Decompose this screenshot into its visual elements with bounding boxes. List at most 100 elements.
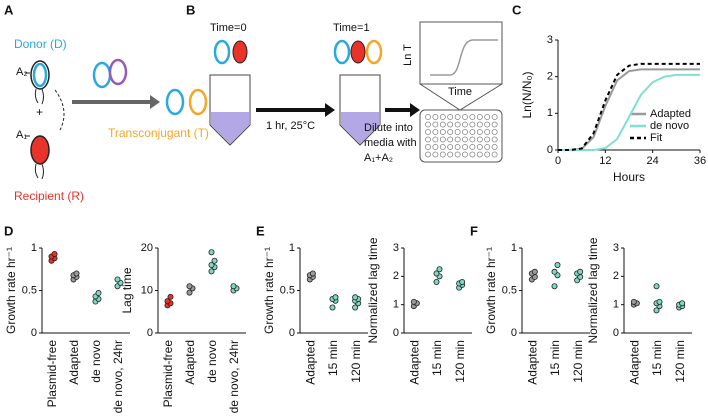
cell <box>232 40 248 64</box>
y-tick-label: 0 <box>547 144 553 156</box>
well <box>432 151 439 158</box>
x-tick-label: 0 <box>555 155 561 167</box>
y-label: Ln T <box>402 44 414 66</box>
data-point <box>352 304 359 311</box>
well <box>491 144 498 150</box>
data-point <box>551 268 558 275</box>
y-tick-label: 1 <box>31 242 37 254</box>
y-tick-label: 0 <box>289 327 295 339</box>
y-tick-label: 2 <box>547 71 553 83</box>
x-label: Time <box>448 86 472 98</box>
data-point <box>352 294 359 301</box>
data-point <box>186 289 193 296</box>
y-tick-label: 0 <box>511 327 517 339</box>
x-tick-label: Adapted <box>408 340 422 385</box>
x-tick-label: 15 min <box>326 340 340 376</box>
well <box>432 144 439 150</box>
x-tick-label: de novo <box>89 340 103 383</box>
cell <box>165 88 185 116</box>
well <box>476 121 483 128</box>
y-axis-label: Growth rate hr⁻¹ <box>262 247 276 334</box>
x-tick-label: Adapted <box>183 340 197 385</box>
data-point <box>230 283 237 290</box>
data-point <box>309 270 316 277</box>
y-tick-label: 2 <box>613 270 619 282</box>
well <box>462 129 468 135</box>
y-tick-label: 1 <box>613 299 619 311</box>
x-tick-label: 120 min <box>349 340 363 383</box>
well <box>484 121 491 128</box>
recipient-label: Recipient (R) <box>14 189 84 203</box>
y-tick-label: 0 <box>147 327 153 339</box>
cell <box>188 88 208 116</box>
well <box>484 151 491 158</box>
well <box>425 129 431 135</box>
cell <box>365 39 383 65</box>
panel-label: D <box>4 223 13 238</box>
x-tick-label: 15 min <box>548 340 562 376</box>
x-tick-label: 120 min <box>571 340 585 383</box>
well <box>425 136 431 143</box>
data-point <box>653 283 660 290</box>
tube-liquid <box>211 112 249 144</box>
y-tick-label: 3 <box>547 34 553 46</box>
well <box>462 114 468 120</box>
well <box>476 144 483 150</box>
well <box>432 129 439 135</box>
diagram-b: Time=0 1 hr, 25°C Time=1 Dilute into med… <box>209 21 503 164</box>
arrow <box>72 95 160 109</box>
dilute-text: media with <box>364 137 417 149</box>
well <box>476 136 483 143</box>
y-tick-label: 1 <box>511 242 517 254</box>
legend-label: Fit <box>650 132 662 144</box>
x-tick-label: 120 min <box>453 340 467 383</box>
dilute-text: Dilute into <box>364 122 413 134</box>
panel-label: A <box>4 2 14 17</box>
time1-label: Time=1 <box>333 22 370 34</box>
data-point <box>208 268 215 275</box>
y-tick-label: 0 <box>393 327 399 339</box>
legend-label: de novo <box>650 120 689 132</box>
data-point <box>577 268 584 275</box>
well <box>469 151 476 158</box>
well <box>447 129 454 135</box>
y-tick-label: 0 <box>613 327 619 339</box>
well <box>462 121 468 128</box>
series-line <box>558 62 700 151</box>
a2-label: A₂ <box>16 66 28 78</box>
plus: + <box>36 105 43 119</box>
well <box>454 151 461 158</box>
data-point <box>630 298 637 305</box>
well <box>491 136 498 143</box>
y-tick-label: 1 <box>289 242 295 254</box>
donor-label: Donor (D) <box>14 37 67 51</box>
dilute-text: A₁+A₂ <box>364 152 393 164</box>
well <box>484 129 491 135</box>
arrow <box>385 103 420 117</box>
well <box>462 144 468 150</box>
well <box>484 136 491 143</box>
flagella <box>34 163 44 180</box>
well <box>454 114 461 120</box>
y-tick-label: 20 <box>141 242 153 254</box>
y-tick-label: 1 <box>393 299 399 311</box>
well <box>425 144 431 150</box>
data-point <box>167 293 174 300</box>
y-tick-label: 2 <box>393 270 399 282</box>
well <box>439 129 446 135</box>
y-axis-label: Growth rate hr⁻¹ <box>484 247 498 334</box>
well <box>432 136 439 143</box>
panel-label: F <box>470 223 478 238</box>
data-point <box>459 278 466 285</box>
data-point <box>95 290 102 297</box>
cell <box>350 40 366 64</box>
transconjugant-label: Transconjugant (T) <box>108 126 209 140</box>
well <box>447 136 454 143</box>
well <box>484 114 491 120</box>
panel-label: C <box>512 2 522 17</box>
well <box>447 121 454 128</box>
well <box>484 144 491 150</box>
well <box>462 151 468 158</box>
well <box>439 151 446 158</box>
data-point <box>73 270 80 277</box>
